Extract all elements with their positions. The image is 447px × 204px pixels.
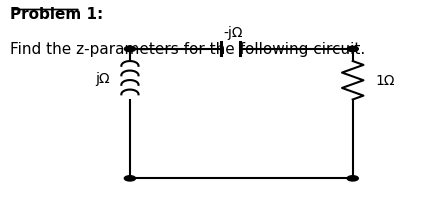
Text: Find the z-parameters for the following circuit.: Find the z-parameters for the following … xyxy=(10,42,365,57)
Text: Problem 1:: Problem 1: xyxy=(10,7,103,22)
Text: -jΩ: -jΩ xyxy=(223,26,243,40)
Text: jΩ: jΩ xyxy=(95,72,110,86)
Circle shape xyxy=(124,47,135,52)
Circle shape xyxy=(347,47,358,52)
Circle shape xyxy=(124,176,135,181)
Text: 1Ω: 1Ω xyxy=(375,74,395,88)
Circle shape xyxy=(347,176,358,181)
